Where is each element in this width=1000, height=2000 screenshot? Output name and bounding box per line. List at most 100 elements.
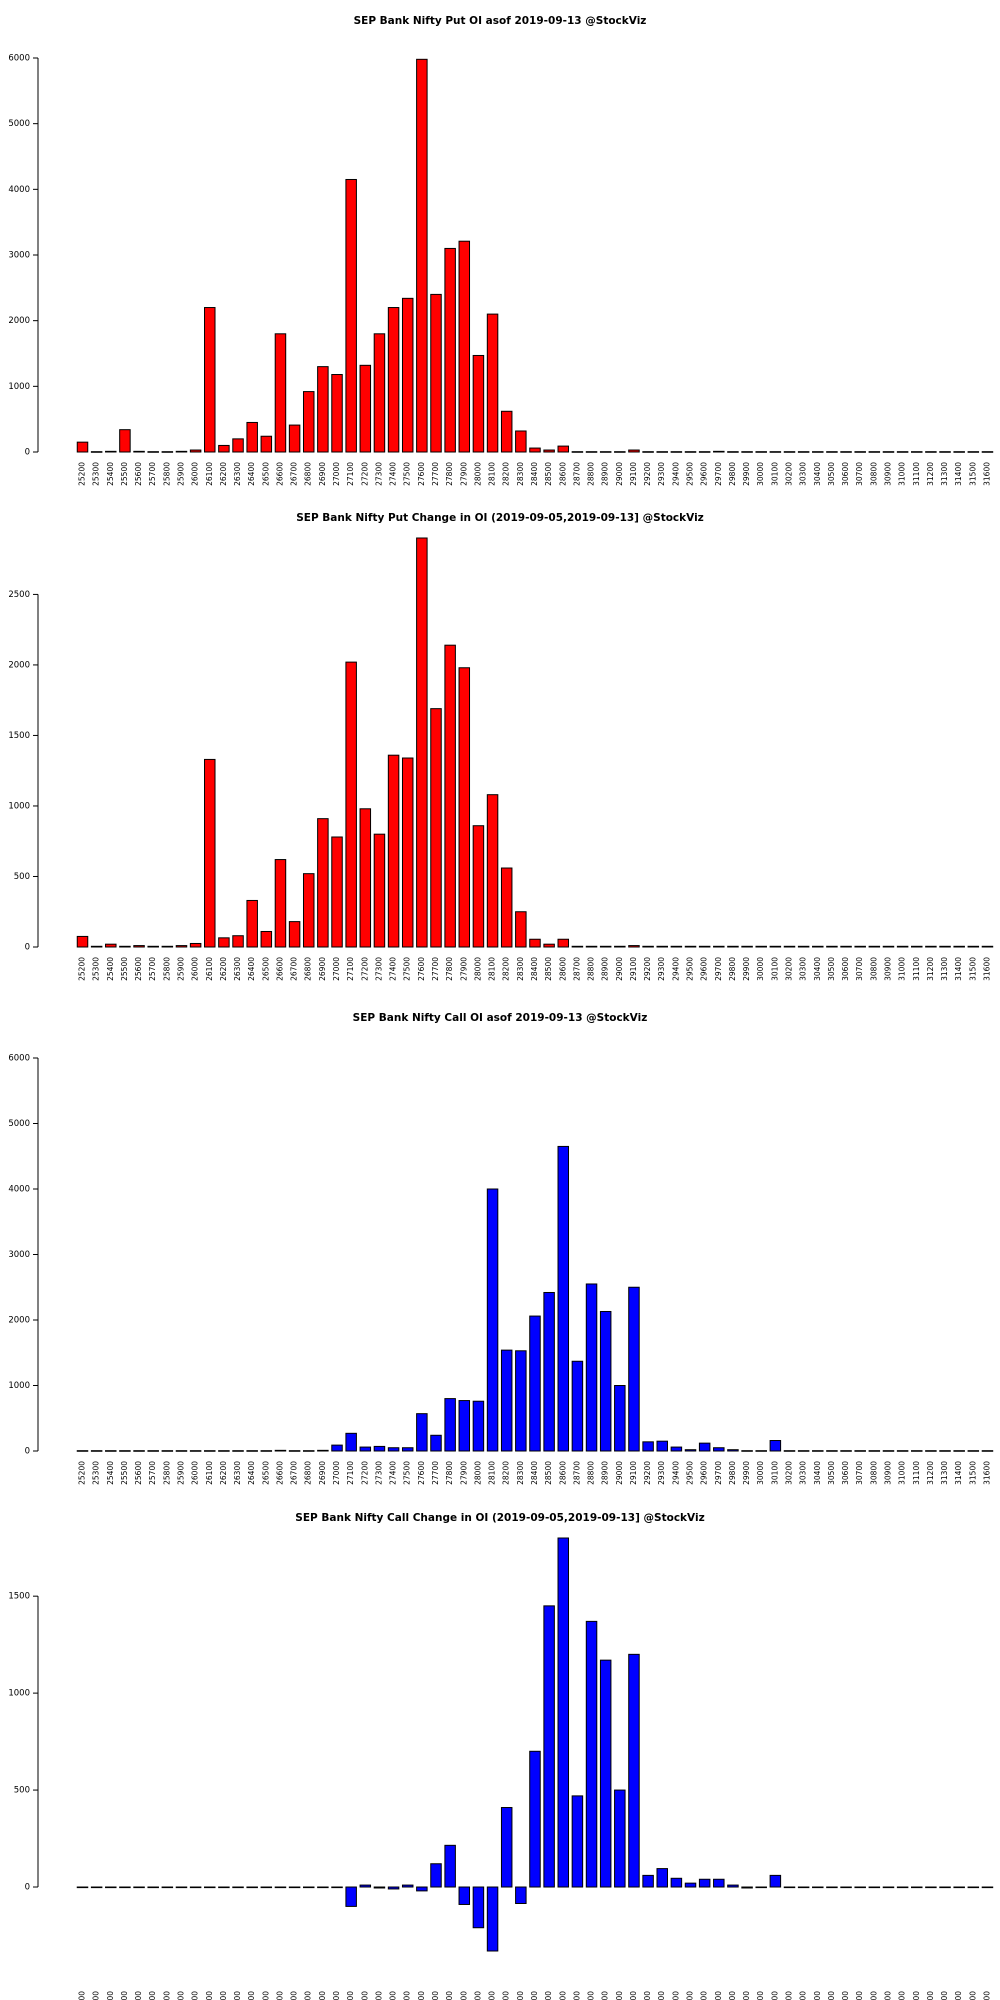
x-tick-label: 28300 — [516, 957, 525, 981]
x-tick-label: 25700 — [148, 1461, 157, 1485]
y-tick-label: 2000 — [8, 316, 30, 326]
bar-30100 — [769, 451, 782, 453]
bar-30400 — [812, 1450, 824, 1452]
bar-28900 — [599, 1659, 612, 1888]
x-tick-label: 29200 — [643, 1461, 652, 1485]
x-tick-label: 25800 — [162, 957, 171, 981]
bar-30800 — [868, 1886, 881, 1889]
bar-26100 — [204, 307, 216, 453]
x-tick-label: 29200 — [643, 462, 652, 486]
x-tick-label: 26300 — [233, 462, 242, 486]
bar-28900 — [599, 945, 612, 948]
x-tick-label: 26100 — [205, 1461, 214, 1485]
x-tick-label: 29500 — [686, 1461, 695, 1485]
x-tick-label: 26500 — [261, 462, 270, 486]
bar-27900 — [458, 1400, 471, 1452]
x-tick-label: 31200 — [926, 1991, 935, 2000]
bar-29600 — [698, 945, 711, 948]
x-tick-label: 25800 — [162, 1991, 171, 2000]
x-tick-label: 31400 — [954, 1461, 963, 1485]
bar-26200 — [218, 444, 230, 453]
x-tick-label: 28100 — [488, 462, 497, 486]
bar-28000 — [472, 825, 485, 948]
bar-27300 — [373, 833, 386, 948]
x-tick-label: 27900 — [459, 957, 468, 981]
bar-31600 — [981, 1450, 994, 1452]
bar-27500 — [401, 1447, 414, 1452]
x-tick-label: 26100 — [205, 1991, 214, 2000]
x-tick-label: 28100 — [488, 957, 497, 981]
bar-31400 — [953, 1886, 965, 1889]
x-tick-label: 27500 — [403, 957, 412, 981]
y-tick-label: 1000 — [8, 382, 30, 392]
bar-29100 — [628, 449, 640, 453]
x-tick-label: 28500 — [544, 1991, 553, 2000]
bar-29700 — [713, 1878, 725, 1888]
x-tick-label: 30100 — [770, 957, 779, 981]
bar-25700 — [147, 1886, 159, 1889]
x-tick-label: 26000 — [191, 462, 200, 486]
x-tick-label: 27000 — [332, 957, 341, 981]
x-tick-label: 26600 — [275, 1461, 284, 1485]
bar-29300 — [656, 1440, 668, 1452]
bar-26700 — [288, 424, 301, 453]
bar-27300 — [373, 1445, 386, 1452]
x-tick-label: 26800 — [304, 462, 313, 486]
bar-27500 — [401, 757, 414, 948]
x-tick-label: 30800 — [869, 1461, 878, 1485]
bar-30800 — [868, 1450, 881, 1452]
x-tick-label: 28500 — [544, 462, 553, 486]
bar-25600 — [133, 945, 145, 948]
x-tick-label: 27300 — [374, 462, 383, 486]
bar-31600 — [981, 1886, 994, 1889]
x-tick-label: 28000 — [473, 1461, 482, 1485]
bar-31400 — [953, 945, 965, 948]
bar-29700 — [713, 1447, 725, 1452]
chart-title: SEP Bank Nifty Call Change in OI (2019-0… — [295, 1512, 704, 1524]
bar-25300 — [90, 451, 103, 453]
bar-28700 — [571, 1360, 584, 1452]
bar-26100 — [204, 758, 216, 948]
y-tick-label: 5000 — [8, 119, 30, 129]
bar-26500 — [260, 1886, 273, 1889]
bar-30900 — [882, 451, 895, 453]
x-tick-label: 26400 — [247, 1461, 256, 1485]
bar-27000 — [331, 374, 343, 453]
x-tick-label: 30300 — [799, 1991, 808, 2000]
x-tick-label: 28300 — [516, 462, 525, 486]
bar-25600 — [133, 1886, 145, 1889]
x-tick-label: 26600 — [275, 462, 284, 486]
y-tick-label: 0 — [25, 1447, 30, 1457]
bar-28800 — [585, 1283, 598, 1452]
x-tick-label: 27900 — [459, 1991, 468, 2000]
x-tick-label: 27600 — [417, 1991, 426, 2000]
bar-26800 — [302, 1450, 315, 1452]
bar-31100 — [911, 1450, 923, 1452]
x-tick-label: 26300 — [233, 1461, 242, 1485]
bar-26900 — [317, 366, 329, 453]
x-tick-label: 26300 — [233, 957, 242, 981]
x-tick-label: 25300 — [92, 1991, 101, 2000]
x-tick-label: 29900 — [742, 462, 751, 486]
x-tick-label: 27200 — [360, 957, 369, 981]
x-tick-label: 31000 — [898, 1461, 907, 1485]
bar-29200 — [642, 1874, 654, 1888]
x-tick-label: 30300 — [799, 462, 808, 486]
x-tick-label: 30700 — [855, 957, 864, 981]
bar-26000 — [189, 1886, 202, 1889]
x-tick-label: 26500 — [261, 957, 270, 981]
bar-29100 — [628, 1286, 640, 1452]
bar-26200 — [218, 1886, 230, 1889]
x-tick-label: 30600 — [841, 462, 850, 486]
bar-31300 — [939, 945, 951, 948]
bar-25800 — [161, 945, 174, 948]
bar-29200 — [642, 945, 654, 948]
x-tick-label: 26900 — [318, 462, 327, 486]
x-tick-label: 29600 — [700, 1461, 709, 1485]
x-tick-label: 26200 — [219, 957, 228, 981]
bar-30500 — [826, 945, 838, 948]
bar-30900 — [882, 1886, 895, 1889]
x-tick-label: 29100 — [629, 1991, 638, 2000]
bar-26900 — [317, 1449, 329, 1452]
x-tick-label: 31300 — [940, 957, 949, 981]
